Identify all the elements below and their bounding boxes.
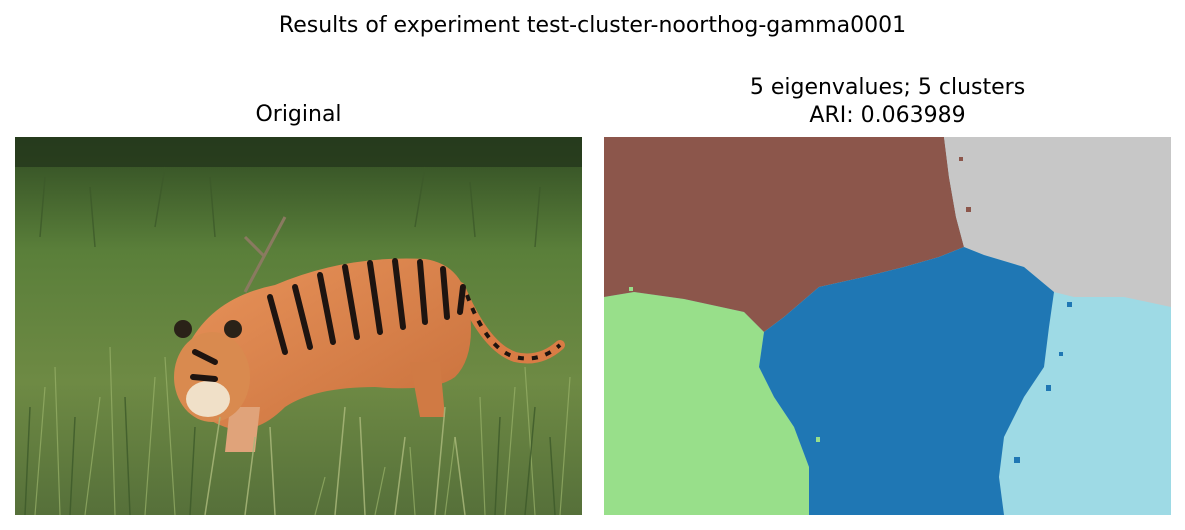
segmentation-title-line2: ARI: 0.063989 <box>809 103 966 128</box>
cluster-gray-region <box>944 137 1171 307</box>
cluster-blue-region <box>759 247 1054 515</box>
segmentation-panel-title: 5 eigenvalues; 5 clusters ARI: 0.063989 <box>604 74 1171 130</box>
cluster-brown-region <box>604 137 964 332</box>
cluster-green-region <box>604 292 809 515</box>
figure-title: Results of experiment test-cluster-noort… <box>278 13 907 38</box>
segmentation-title-line1: 5 eigenvalues; 5 clusters <box>749 75 1026 100</box>
segmentation-map <box>604 137 1171 515</box>
tiger-photo-illustration <box>15 137 582 515</box>
original-image <box>15 137 582 515</box>
original-panel-title: Original <box>255 102 342 127</box>
cluster-map-illustration <box>604 137 1171 515</box>
